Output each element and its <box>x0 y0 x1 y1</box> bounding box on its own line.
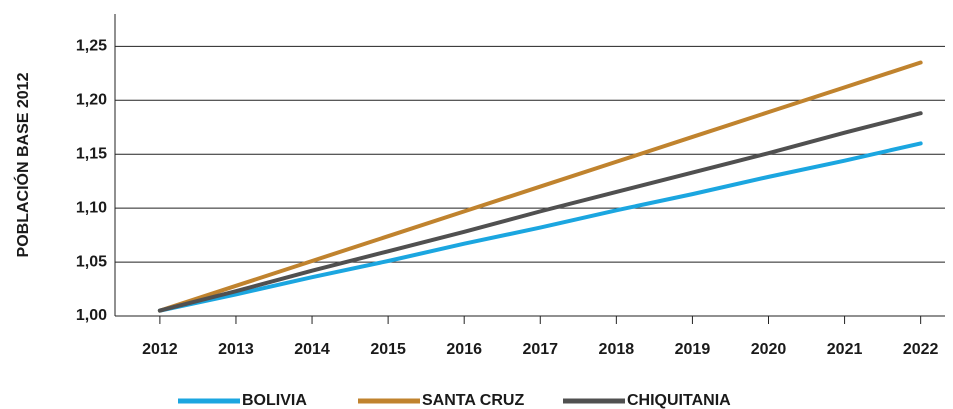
x-tick-label: 2016 <box>446 341 482 358</box>
y-tick-label: 1,05 <box>76 253 107 270</box>
y-tick-label: 1,20 <box>76 92 107 109</box>
y-axis-label: POBLACIÓN BASE 2012 <box>13 72 32 257</box>
x-tick-label: 2014 <box>294 341 330 358</box>
y-tick-label: 1,25 <box>76 38 107 55</box>
x-tick-label: 2021 <box>827 341 863 358</box>
x-tick-label: 2019 <box>675 341 711 358</box>
x-tick-label: 2017 <box>522 341 558 358</box>
x-tick-label: 2013 <box>218 341 254 358</box>
legend-label: SANTA CRUZ <box>422 392 524 409</box>
series-line <box>157 111 923 313</box>
x-tick-label: 2022 <box>903 341 939 358</box>
x-tick-label: 2018 <box>599 341 635 358</box>
y-tick-label: 1,15 <box>76 145 107 162</box>
series-line <box>157 141 923 313</box>
y-tick-label: 1,00 <box>76 307 107 324</box>
x-tick-label: 2015 <box>370 341 406 358</box>
series-line <box>157 60 923 313</box>
x-tick-label: 2012 <box>142 341 178 358</box>
legend-label: BOLIVIA <box>242 392 307 409</box>
legend-label: CHIQUITANIA <box>627 392 731 409</box>
x-tick-label: 2020 <box>751 341 787 358</box>
y-tick-label: 1,10 <box>76 199 107 216</box>
